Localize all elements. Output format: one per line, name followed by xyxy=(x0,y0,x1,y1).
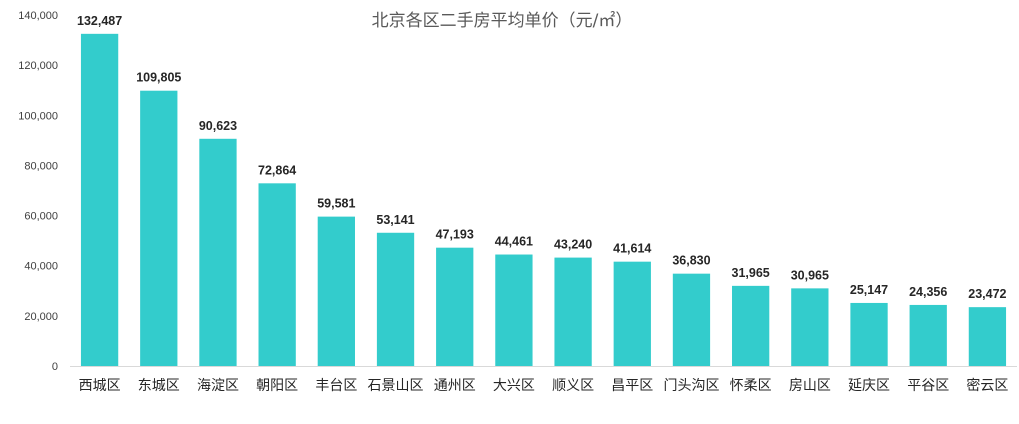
data-label: 24,356 xyxy=(909,285,947,299)
x-tick-label: 密云区 xyxy=(966,377,1008,394)
bar xyxy=(80,33,119,367)
y-tick-label: 20,000 xyxy=(24,311,58,323)
data-label: 25,147 xyxy=(850,283,888,297)
data-label: 72,864 xyxy=(258,163,296,177)
data-label: 47,193 xyxy=(436,228,474,242)
chart-title: 北京各区二手房平均单价（元/㎡） xyxy=(372,11,633,31)
data-labels: 132,487 109,805 90,623 72,864 59,581 53,141 47… xyxy=(77,14,1007,301)
bar xyxy=(199,138,237,366)
bars xyxy=(80,33,1007,367)
bar xyxy=(672,273,711,366)
x-tick-label: 昌平区 xyxy=(611,378,653,394)
x-tick-label: 怀柔区 xyxy=(730,378,772,394)
data-label: 23,472 xyxy=(968,287,1006,301)
y-tick-label: 120,000 xyxy=(18,60,58,72)
data-label: 53,141 xyxy=(376,213,414,227)
x-tick-label: 朝阳区 xyxy=(256,378,298,394)
data-label: 132,487 xyxy=(77,14,122,28)
data-label: 109,805 xyxy=(136,71,181,85)
x-tick-label: 延庆区 xyxy=(848,378,890,394)
bar xyxy=(258,183,296,366)
data-label: 59,581 xyxy=(317,197,355,211)
x-tick-label: 海淀区 xyxy=(197,378,239,394)
y-tick-label: 100,000 xyxy=(18,110,58,122)
data-label: 31,965 xyxy=(732,266,770,280)
data-label: 41,614 xyxy=(613,242,651,256)
x-tick-label: 大兴区 xyxy=(493,378,535,394)
y-tick-label: 0 xyxy=(52,361,58,373)
data-label: 36,830 xyxy=(672,254,710,268)
x-tick-label: 东城区 xyxy=(138,378,180,394)
bar xyxy=(436,247,474,366)
bar xyxy=(613,261,651,366)
x-axis: 西城区 东城区 海淀区 朝阳区 丰台区 石景山区 通州区 大兴区 顺义区 昌平区 门头沟区 怀柔区 房山… xyxy=(70,366,1017,394)
bar xyxy=(791,288,829,366)
y-tick-label: 60,000 xyxy=(24,211,58,223)
y-tick-label: 80,000 xyxy=(24,160,58,172)
bar xyxy=(732,285,770,366)
x-tick-label: 顺义区 xyxy=(552,378,594,394)
data-label: 30,965 xyxy=(791,268,829,282)
x-tick-label: 房山区 xyxy=(789,378,831,394)
bar xyxy=(495,254,533,366)
y-axis: 0 20,000 40,000 60,000 80,000 100,000 120,000 1… xyxy=(18,10,58,373)
x-tick-label: 丰台区 xyxy=(315,378,357,394)
bar xyxy=(376,232,415,366)
bar xyxy=(554,257,592,366)
x-tick-label: 门头沟区 xyxy=(663,378,719,394)
x-tick-label: 石景山区 xyxy=(368,378,424,394)
y-tick-label: 140,000 xyxy=(18,10,58,22)
x-tick-label: 通州区 xyxy=(434,378,476,394)
bar xyxy=(850,302,888,366)
data-label: 90,623 xyxy=(199,119,237,133)
data-label: 43,240 xyxy=(554,238,592,252)
bar xyxy=(317,216,355,366)
bar xyxy=(140,90,178,366)
data-label: 44,461 xyxy=(495,235,533,249)
y-tick-label: 40,000 xyxy=(24,261,58,273)
x-tick-label: 西城区 xyxy=(79,378,121,394)
bar xyxy=(909,304,947,366)
x-tick-label: 平谷区 xyxy=(907,378,949,394)
bar xyxy=(968,307,1007,366)
